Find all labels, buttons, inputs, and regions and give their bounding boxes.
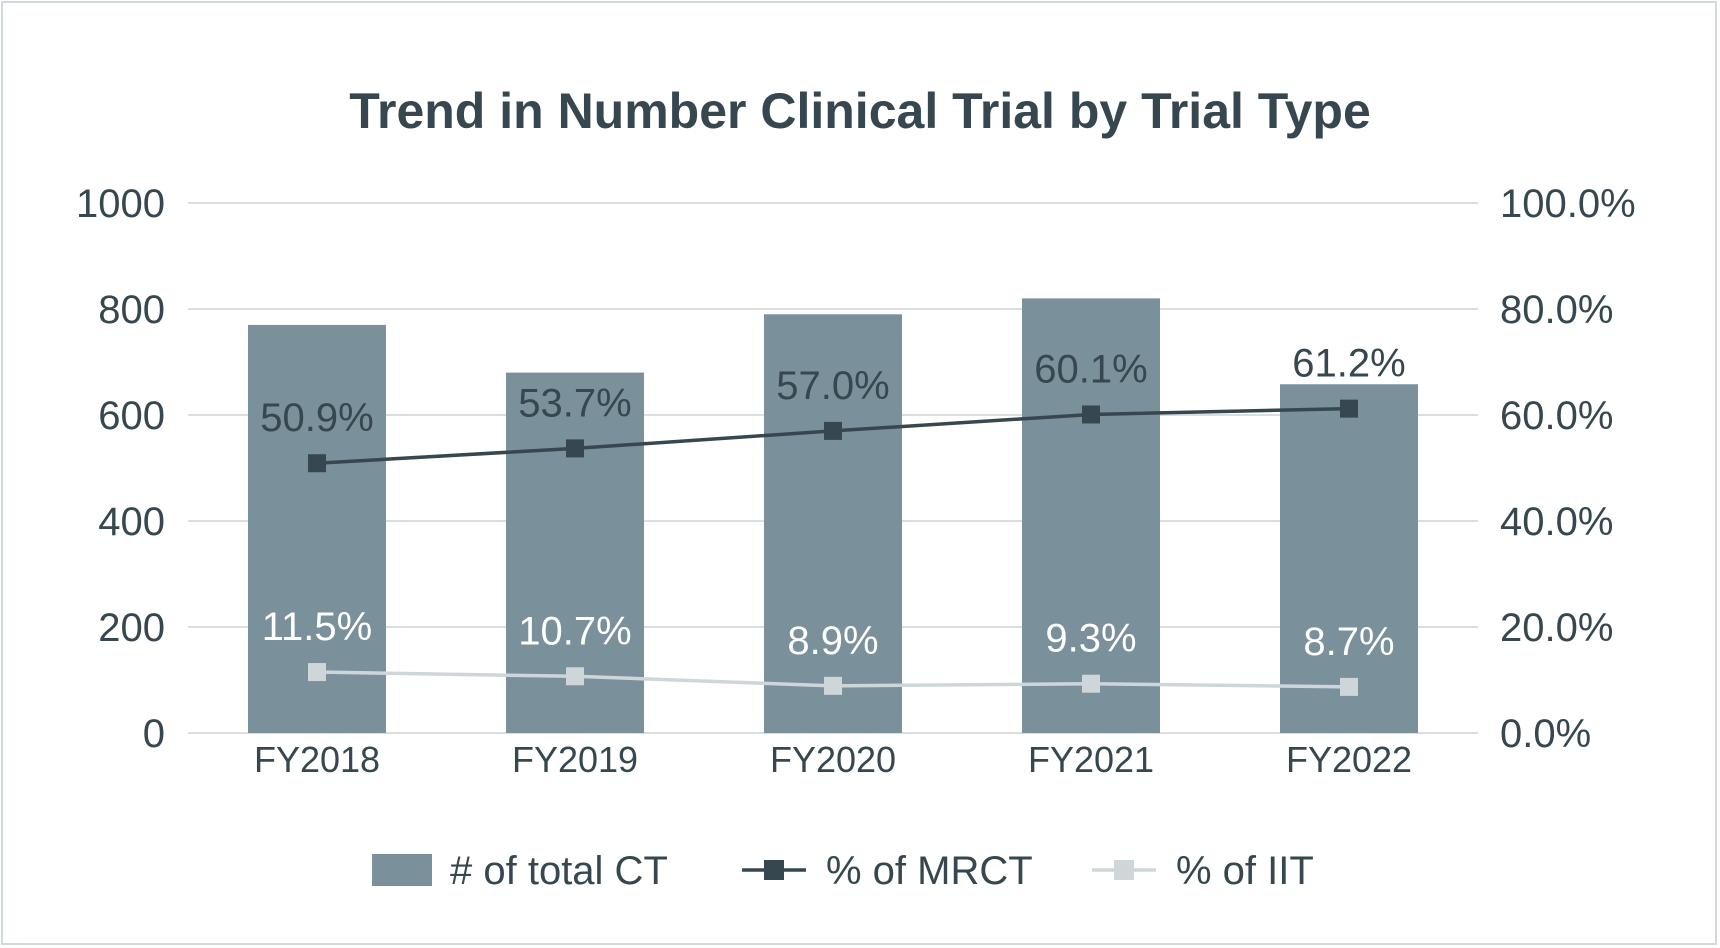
left-tick-label: 400 [98, 500, 165, 544]
data-point [308, 663, 326, 682]
left-tick-label: 600 [98, 394, 165, 438]
data-point [824, 676, 842, 695]
right-tick-label: 20.0% [1500, 606, 1613, 650]
data-point [308, 454, 326, 473]
chart-title: Trend in Number Clinical Trial by Trial … [349, 83, 1371, 139]
data-point [1340, 399, 1358, 418]
bar-series [248, 298, 1418, 733]
data-point [1082, 674, 1100, 693]
right-tick-label: 0.0% [1500, 712, 1591, 756]
right-tick-label: 100.0% [1500, 182, 1636, 226]
x-tick-label: FY2021 [1028, 739, 1154, 780]
left-tick-label: 1000 [76, 182, 165, 226]
right-axis: 0.0% 20.0% 40.0% 60.0% 80.0% 100.0% [1500, 182, 1636, 756]
data-label: 50.9% [260, 396, 373, 440]
x-tick-label: FY2018 [254, 739, 380, 780]
legend-label: % of IIT [1176, 849, 1314, 893]
legend-swatch [372, 854, 432, 886]
data-label: 8.9% [787, 619, 878, 663]
bar [1280, 384, 1418, 733]
data-label: 9.3% [1045, 617, 1136, 661]
data-label: 61.2% [1292, 342, 1405, 386]
line-series: 50.9% 53.7% 57.0% 60.1% 61.2% 11.5% 10.7% 8.9% 9… [260, 342, 1406, 696]
x-tick-label: FY2019 [512, 739, 638, 780]
right-tick-label: 40.0% [1500, 500, 1613, 544]
legend-marker [764, 860, 784, 880]
data-label: 60.1% [1034, 347, 1147, 391]
left-tick-label: 200 [98, 606, 165, 650]
data-point [1082, 405, 1100, 424]
left-axis: 0 200 400 600 800 1000 [76, 182, 165, 756]
legend-label: # of total CT [450, 849, 668, 893]
legend-label: % of MRCT [826, 849, 1033, 893]
grid-lines [188, 202, 1478, 734]
data-label: 57.0% [776, 364, 889, 408]
data-point [1340, 677, 1358, 696]
data-label: 11.5% [262, 605, 372, 649]
data-point [824, 421, 842, 440]
right-tick-label: 80.0% [1500, 288, 1613, 332]
bar [1022, 298, 1160, 733]
x-tick-label: FY2020 [770, 739, 896, 780]
x-tick-label: FY2022 [1286, 739, 1412, 780]
data-label: 53.7% [518, 381, 631, 425]
x-axis: FY2018 FY2019 FY2020 FY2021 FY2022 [254, 739, 1412, 780]
data-label: 8.7% [1303, 620, 1394, 664]
right-tick-label: 60.0% [1500, 394, 1613, 438]
legend-marker [1114, 860, 1134, 880]
data-point [566, 667, 584, 686]
left-tick-label: 800 [98, 288, 165, 332]
data-point [566, 439, 584, 458]
left-tick-label: 0 [143, 712, 165, 756]
data-label: 10.7% [518, 609, 631, 653]
legend: # of total CT % of MRCT % of IIT [372, 849, 1314, 893]
bar [764, 314, 902, 733]
